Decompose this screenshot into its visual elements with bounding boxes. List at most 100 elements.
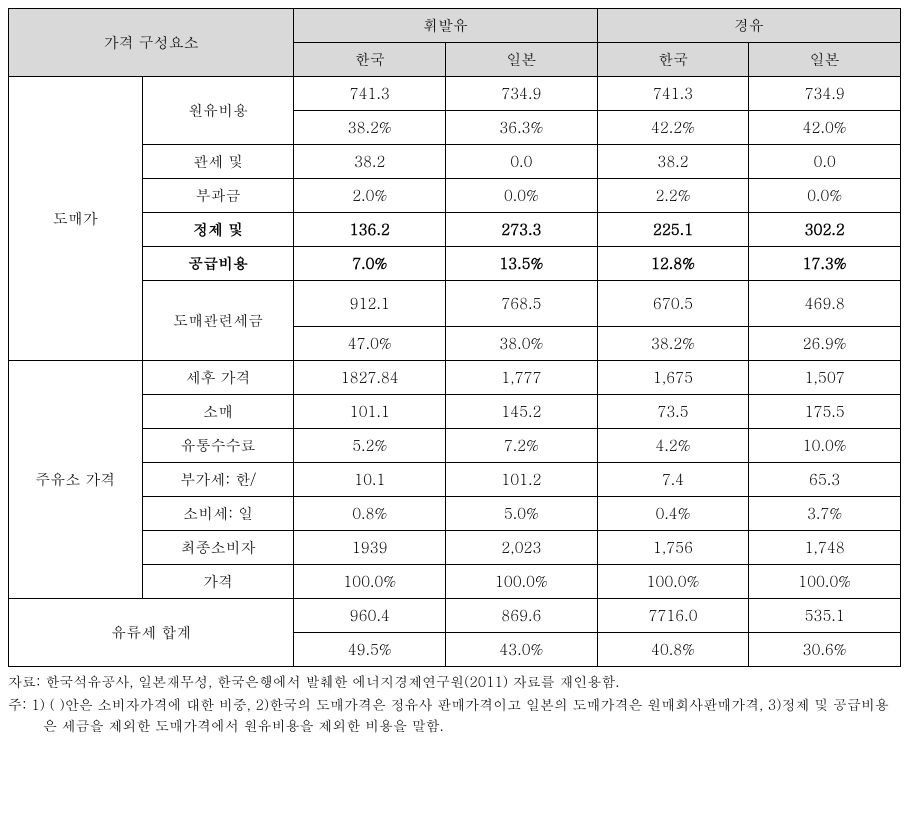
cell-value: 1,777: [446, 361, 598, 395]
row-retail-2: 유통수수료: [142, 429, 294, 463]
table-row: 최종소비자 1939 2,023 1,756 1,748: [9, 531, 901, 565]
header-gasoline: 휘발유: [294, 9, 597, 43]
cell-pct: 0.8%: [294, 497, 446, 531]
cell-pct: 36.3%: [446, 111, 598, 145]
cell-value: 912.1: [294, 281, 446, 327]
cell-value: 145.2: [446, 395, 598, 429]
cell-pct: 38.0%: [446, 327, 598, 361]
cell-value: 1,748: [749, 531, 901, 565]
cell-value: 960.4: [294, 599, 446, 633]
row-final-consumer-1: 최종소비자: [142, 531, 294, 565]
cell-pct: 42.2%: [597, 111, 749, 145]
cell-pct: 0.0%: [446, 179, 598, 213]
table-row: 유통수수료 5.2% 7.2% 4.2% 10.0%: [9, 429, 901, 463]
table-row: 유류세 합계 960.4 869.6 7716.0 535.1: [9, 599, 901, 633]
cell-pct: 47.0%: [294, 327, 446, 361]
cell-value: 7716.0: [597, 599, 749, 633]
cell-value: 1,675: [597, 361, 749, 395]
cell-value: 7.4: [597, 463, 749, 497]
price-comparison-table: 가격 구성요소 휘발유 경유 한국 일본 한국 일본 도매가 원유비용 741.…: [8, 8, 901, 667]
table-row: 부가세: 한/ 10.1 101.2 7.4 65.3: [9, 463, 901, 497]
cell-pct: 12.8%: [597, 247, 749, 281]
group-wholesale: 도매가: [9, 77, 143, 361]
row-tariff-levy-1: 관세 및: [142, 145, 294, 179]
cell-pct: 26.9%: [749, 327, 901, 361]
cell-pct: 100.0%: [597, 565, 749, 599]
header-gasoline-japan: 일본: [446, 43, 598, 77]
cell-pct: 13.5%: [446, 247, 598, 281]
cell-pct: 0.0%: [749, 179, 901, 213]
cell-value: 768.5: [446, 281, 598, 327]
cell-pct: 4.2%: [597, 429, 749, 463]
cell-pct: 43.0%: [446, 633, 598, 667]
cell-value: 136.2: [294, 213, 446, 247]
cell-value: 535.1: [749, 599, 901, 633]
cell-pct: 2.0%: [294, 179, 446, 213]
cell-pct: 0.4%: [597, 497, 749, 531]
table-row: 관세 및 38.2 0.0 38.2 0.0: [9, 145, 901, 179]
cell-value: 101.2: [446, 463, 598, 497]
group-fuel-tax-total: 유류세 합계: [9, 599, 294, 667]
cell-pct: 40.8%: [597, 633, 749, 667]
table-row: 공급비용 7.0% 13.5% 12.8% 17.3%: [9, 247, 901, 281]
table-row: 소비세: 일 0.8% 5.0% 0.4% 3.7%: [9, 497, 901, 531]
cell-value: 175.5: [749, 395, 901, 429]
cell-pct: 17.3%: [749, 247, 901, 281]
cell-value: 65.3: [749, 463, 901, 497]
cell-value: 734.9: [446, 77, 598, 111]
cell-value: 10.1: [294, 463, 446, 497]
table-row: 정제 및 136.2 273.3 225.1 302.2: [9, 213, 901, 247]
row-final-consumer-2: 가격: [142, 565, 294, 599]
header-diesel: 경유: [597, 9, 900, 43]
row-retail-1: 소매: [142, 395, 294, 429]
cell-value: 741.3: [597, 77, 749, 111]
cell-pct: 38.2%: [597, 327, 749, 361]
cell-pct: 42.0%: [749, 111, 901, 145]
cell-value: 1,756: [597, 531, 749, 565]
cell-value: 741.3: [294, 77, 446, 111]
header-diesel-korea: 한국: [597, 43, 749, 77]
group-station: 주유소 가격: [9, 361, 143, 599]
header-price-component: 가격 구성요소: [9, 9, 294, 77]
cell-value: 0.0: [749, 145, 901, 179]
cell-value: 1,507: [749, 361, 901, 395]
cell-value: 1827.84: [294, 361, 446, 395]
cell-pct: 100.0%: [294, 565, 446, 599]
header-diesel-japan: 일본: [749, 43, 901, 77]
cell-pct: 38.2%: [294, 111, 446, 145]
cell-value: 670.5: [597, 281, 749, 327]
footnote-source: 자료: 한국석유공사, 일본재무성, 한국은행에서 발췌한 에너지경제연구원(2…: [8, 671, 901, 692]
cell-value: 0.0: [446, 145, 598, 179]
cell-value: 273.3: [446, 213, 598, 247]
cell-pct: 7.2%: [446, 429, 598, 463]
cell-pct: 100.0%: [749, 565, 901, 599]
cell-value: 101.1: [294, 395, 446, 429]
cell-value: 1939: [294, 531, 446, 565]
row-refine-supply-1: 정제 및: [142, 213, 294, 247]
cell-value: 38.2: [294, 145, 446, 179]
row-vat-2: 소비세: 일: [142, 497, 294, 531]
row-tariff-levy-2: 부과금: [142, 179, 294, 213]
cell-value: 734.9: [749, 77, 901, 111]
table-row: 도매가 원유비용 741.3 734.9 741.3 734.9: [9, 77, 901, 111]
row-wholesale-tax: 도매관련세금: [142, 281, 294, 361]
cell-pct: 7.0%: [294, 247, 446, 281]
table-row: 소매 101.1 145.2 73.5 175.5: [9, 395, 901, 429]
header-gasoline-korea: 한국: [294, 43, 446, 77]
header-row-1: 가격 구성요소 휘발유 경유: [9, 9, 901, 43]
cell-value: 2,023: [446, 531, 598, 565]
cell-pct: 49.5%: [294, 633, 446, 667]
row-after-tax: 세후 가격: [142, 361, 294, 395]
cell-pct: 5.2%: [294, 429, 446, 463]
cell-value: 225.1: [597, 213, 749, 247]
cell-value: 38.2: [597, 145, 749, 179]
row-crude-cost: 원유비용: [142, 77, 294, 145]
cell-pct: 3.7%: [749, 497, 901, 531]
row-refine-supply-2: 공급비용: [142, 247, 294, 281]
row-vat-1: 부가세: 한/: [142, 463, 294, 497]
cell-value: 469.8: [749, 281, 901, 327]
cell-value: 869.6: [446, 599, 598, 633]
cell-pct: 2.2%: [597, 179, 749, 213]
table-row: 주유소 가격 세후 가격 1827.84 1,777 1,675 1,507: [9, 361, 901, 395]
cell-pct: 100.0%: [446, 565, 598, 599]
